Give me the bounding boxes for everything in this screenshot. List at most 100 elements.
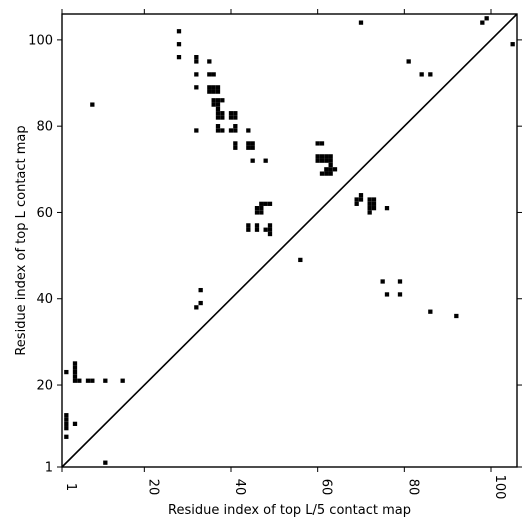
contact-cell: [371, 201, 377, 206]
contact-cell: [103, 460, 108, 465]
contact-cell: [64, 413, 69, 418]
contact-cell: [215, 111, 221, 116]
contact-cell: [384, 292, 390, 297]
contact-cell: [207, 72, 212, 77]
contact-cell: [397, 279, 403, 284]
contact-cell: [220, 115, 225, 120]
contact-cell: [176, 55, 182, 60]
contact-cell: [120, 378, 125, 383]
y-tick-label: 20: [36, 379, 53, 394]
contact-cell: [428, 72, 433, 77]
contact-cell: [198, 287, 203, 293]
contact-cell: [315, 154, 320, 159]
x-tick-label: 80: [405, 479, 420, 496]
contact-cell: [406, 59, 411, 64]
contact-cell: [211, 85, 216, 90]
contact-cell: [194, 55, 199, 60]
contact-cell: [246, 141, 251, 146]
contact-cell: [484, 16, 489, 21]
contact-cell: [233, 115, 238, 120]
contact-cell: [328, 162, 333, 168]
contact-cell: [215, 85, 221, 90]
contact-cell: [233, 124, 238, 129]
contact-cell: [215, 115, 221, 120]
contact-cell: [324, 158, 329, 163]
contact-cell: [211, 89, 216, 94]
contact-cell: [207, 85, 212, 90]
contact-cell: [267, 227, 273, 232]
contact-cell: [228, 115, 234, 120]
contact-cell: [220, 98, 225, 103]
contact-cell: [263, 227, 268, 232]
contact-cell: [380, 279, 385, 284]
contact-cell: [250, 158, 255, 163]
x-tick-label: 40: [232, 479, 247, 496]
contact-cell: [64, 434, 69, 439]
contact-cell: [90, 102, 95, 107]
contact-cell: [259, 210, 264, 215]
contact-cell: [77, 378, 82, 383]
contact-cell: [72, 361, 78, 366]
contact-cell: [215, 102, 221, 107]
contact-cell: [428, 309, 433, 314]
contact-cell: [211, 72, 216, 77]
contact-cell: [397, 292, 403, 297]
contact-cell: [250, 141, 255, 146]
contact-cell: [246, 223, 251, 228]
contact-cell: [319, 154, 325, 159]
contact-cell: [233, 128, 238, 133]
contact-cell: [64, 426, 69, 431]
contact-cell: [328, 171, 333, 176]
contact-cell: [64, 417, 69, 422]
contact-cell: [371, 206, 377, 211]
contact-cell: [90, 378, 95, 383]
contact-cell: [72, 421, 78, 426]
x-tick-label: 60: [319, 479, 334, 496]
contact-cell: [419, 72, 424, 77]
contact-cell: [324, 167, 329, 172]
contact-cell: [267, 223, 273, 228]
contact-cell: [263, 201, 268, 206]
contact-cell: [194, 305, 199, 310]
contact-cell: [194, 128, 199, 133]
contact-cells: [64, 16, 515, 465]
contact-cell: [328, 158, 333, 163]
contact-cell: [367, 206, 372, 211]
contact-cell: [267, 231, 273, 237]
contact-cell: [233, 111, 238, 116]
contact-cell: [215, 106, 221, 112]
contact-cell: [328, 154, 333, 159]
contact-cell: [211, 102, 216, 107]
contact-cell: [384, 206, 390, 211]
contact-cell: [358, 193, 364, 198]
contact-cell: [246, 145, 251, 150]
x-axis-title: Residue index of top L/5 contact map: [168, 503, 411, 518]
contact-cell: [259, 201, 264, 206]
contact-cell: [254, 223, 260, 228]
contact-cell: [207, 59, 212, 64]
contact-cell: [233, 145, 238, 150]
contact-cell: [454, 313, 459, 319]
contact-cell: [367, 201, 372, 206]
contact-cell: [315, 158, 320, 163]
contact-cell: [246, 227, 251, 232]
contact-cell: [64, 369, 69, 375]
y-tick-label: 60: [36, 206, 53, 221]
contact-cell: [358, 197, 364, 202]
contact-cell: [228, 111, 234, 116]
y-tick-label: 100: [28, 33, 53, 48]
contact-cell: [228, 128, 234, 133]
y-tick-label: 40: [36, 292, 53, 307]
contact-cell: [319, 171, 325, 176]
contact-cell: [358, 20, 364, 25]
contact-cell: [259, 206, 264, 211]
x-tick-label: 1: [63, 483, 78, 491]
contact-cell: [220, 128, 225, 133]
y-tick-label: 80: [36, 120, 53, 135]
contact-cell: [324, 154, 329, 159]
plot-frame: [61, 13, 518, 468]
contact-cell: [367, 210, 372, 215]
contact-cell: [215, 124, 221, 129]
